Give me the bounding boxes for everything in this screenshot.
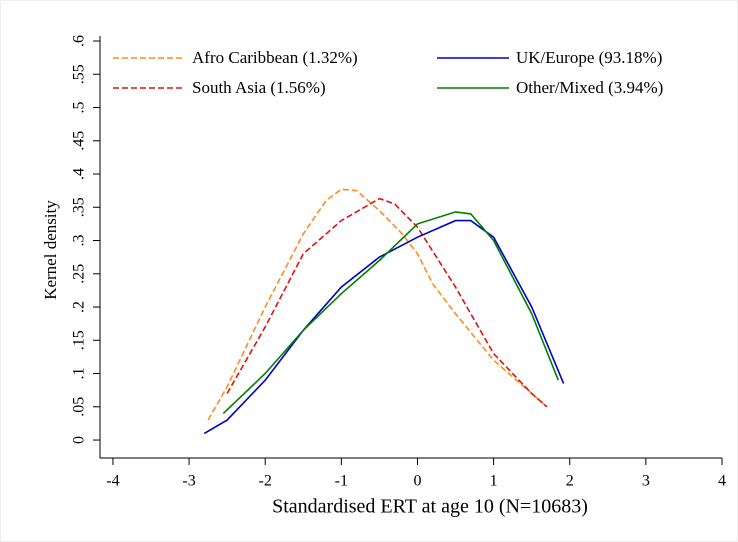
series-line xyxy=(207,188,548,421)
y-tick-label: .25 xyxy=(71,264,88,284)
y-tick-label: .15 xyxy=(71,330,88,350)
y-tick-label: .1 xyxy=(71,368,88,380)
y-tick-label: .5 xyxy=(71,102,88,114)
series-line xyxy=(203,219,565,435)
x-tick-label: -4 xyxy=(106,473,119,490)
x-tick-label: -2 xyxy=(259,473,272,490)
series-line xyxy=(226,197,548,408)
y-tick-label: .55 xyxy=(71,64,88,84)
legend-label: Afro Caribbean (1.32%) xyxy=(192,48,358,67)
y-tick-label: .4 xyxy=(71,168,88,180)
y-tick-label: 0 xyxy=(71,436,88,444)
x-tick-label: 2 xyxy=(566,473,574,490)
y-tick-label: .35 xyxy=(71,197,88,217)
y-tick-label: .2 xyxy=(71,301,88,313)
y-tick-label: .6 xyxy=(71,35,88,47)
y-tick-label: .45 xyxy=(71,131,88,151)
legend-label: South Asia (1.56%) xyxy=(192,78,326,97)
y-tick-label: .05 xyxy=(71,397,88,417)
x-tick-label: 3 xyxy=(642,473,650,490)
legend-label: UK/Europe (93.18%) xyxy=(516,48,662,67)
x-tick-label: -1 xyxy=(335,473,348,490)
x-tick-label: -3 xyxy=(182,473,195,490)
x-tick-label: 4 xyxy=(718,473,726,490)
x-tick-label: 0 xyxy=(413,473,421,490)
y-tick-label: .3 xyxy=(71,235,88,247)
x-tick-label: 1 xyxy=(490,473,498,490)
legend-label: Other/Mixed (3.94%) xyxy=(516,78,663,97)
y-axis-label: Kernel density xyxy=(41,200,60,300)
series-line xyxy=(222,211,560,414)
x-axis-label: Standardised ERT at age 10 (N=10683) xyxy=(272,496,588,518)
